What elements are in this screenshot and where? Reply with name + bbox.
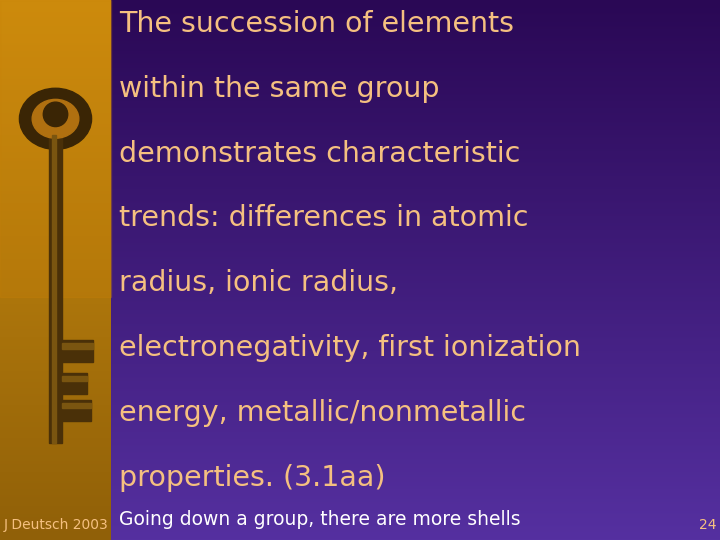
Text: trends: differences in atomic: trends: differences in atomic [119,205,528,232]
Bar [62,340,94,362]
Bar [49,136,62,443]
Bar [52,136,55,443]
Text: properties. (3.1aa): properties. (3.1aa) [119,464,385,491]
Text: electronegativity, first ionization: electronegativity, first ionization [119,334,581,362]
Ellipse shape [19,88,91,150]
Bar [62,400,91,421]
Bar [62,403,91,408]
Text: 24: 24 [698,518,716,532]
Text: energy, metallic/nonmetallic: energy, metallic/nonmetallic [119,399,526,427]
Text: within the same group: within the same group [119,75,439,103]
Ellipse shape [32,99,78,138]
Bar [62,376,86,381]
Text: J Deutsch 2003: J Deutsch 2003 [4,518,109,532]
Bar [62,343,94,349]
Text: Going down a group, there are more shells: Going down a group, there are more shell… [119,510,521,529]
Bar [0,0,111,297]
Ellipse shape [43,102,68,126]
Text: demonstrates characteristic: demonstrates characteristic [119,140,521,167]
Text: The succession of elements: The succession of elements [119,10,514,38]
Bar [62,373,86,394]
Text: radius, ionic radius,: radius, ionic radius, [119,269,398,297]
